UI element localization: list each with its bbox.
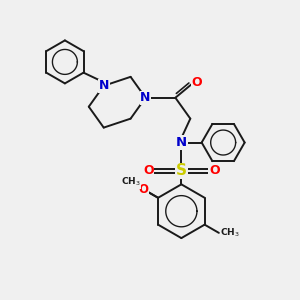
Text: O: O (192, 76, 202, 89)
Text: O: O (138, 183, 148, 196)
Text: O: O (209, 164, 220, 177)
Text: CH$_3$: CH$_3$ (220, 226, 240, 239)
Text: N: N (140, 91, 151, 104)
Text: CH$_3$: CH$_3$ (121, 176, 140, 188)
Text: S: S (176, 164, 187, 178)
Text: N: N (98, 79, 109, 92)
Text: O: O (143, 164, 154, 177)
Text: N: N (176, 136, 187, 149)
